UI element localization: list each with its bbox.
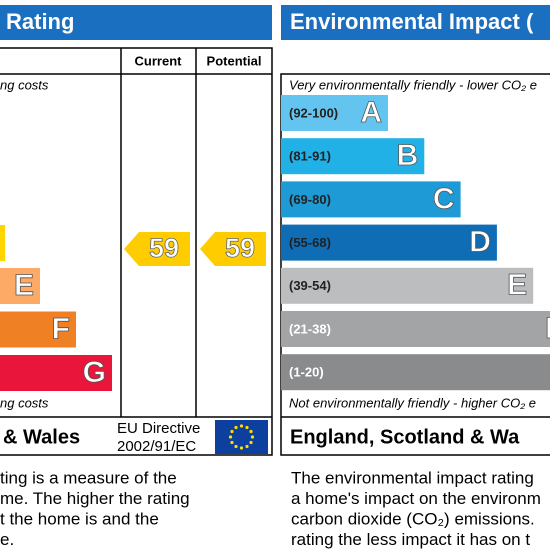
band-bar [0, 311, 76, 348]
band-bar [281, 181, 461, 218]
header-bar [281, 5, 550, 40]
band-letter: F [52, 312, 70, 345]
band-letter: E [507, 269, 527, 302]
table-frame [280, 73, 550, 456]
star [230, 440, 234, 445]
panel-title: Environmental Impact ( [290, 9, 534, 34]
star [239, 424, 244, 428]
description-line: e. [0, 530, 14, 549]
band-range: (69-80) [289, 192, 331, 207]
band-bar [281, 224, 497, 261]
panel-title: Rating [6, 9, 74, 34]
band-range: (39-54) [289, 278, 331, 293]
band-range: (81-91) [289, 149, 331, 164]
description-line: me. The higher the rating [0, 489, 190, 508]
description-line: t the home is and the [0, 509, 159, 528]
table-frame [0, 47, 273, 456]
country: & Wales [3, 426, 80, 448]
band-bar [281, 311, 550, 347]
current-rating: 59 [149, 233, 179, 263]
description-line: The environmental impact rating [291, 468, 534, 487]
star [245, 444, 249, 449]
band-letter: E [14, 269, 34, 302]
star [249, 440, 253, 445]
band-bar [281, 354, 550, 391]
star [234, 425, 238, 430]
band-range: (92-100) [289, 105, 338, 120]
band-bar [281, 267, 534, 304]
band-bar [281, 138, 425, 175]
description-line: a home's impact on the environm [291, 489, 541, 508]
potential-rating: 59 [225, 233, 255, 263]
column-header: Potential [207, 53, 262, 68]
band-letter: D [469, 226, 491, 259]
star [239, 446, 244, 450]
band-bar [0, 225, 5, 261]
band-letter: A [360, 96, 382, 129]
band-range: (21-38) [289, 321, 331, 336]
star [228, 435, 233, 439]
directive: EU Directive [117, 420, 200, 437]
description-line: ting is a measure of the [0, 468, 177, 487]
column-header: Current [135, 53, 183, 68]
country: England, Scotland & Wa [290, 426, 520, 448]
band-bar [0, 355, 112, 391]
directive: 2002/91/EC [117, 438, 196, 455]
band-bar [281, 95, 388, 131]
bottom-note: Not environmentally friendly - higher CO… [289, 395, 536, 410]
band-letter: F [545, 312, 550, 345]
band-letter: C [433, 182, 455, 215]
band-range: (1-20) [289, 365, 324, 380]
top-note: ng costs [0, 77, 49, 92]
description-line: rating the less impact it has on t [291, 530, 530, 549]
bottom-note: ng costs [0, 395, 49, 410]
band-range: (55-68) [289, 235, 331, 250]
star [234, 444, 238, 449]
band-letter: B [397, 139, 419, 172]
description-line: carbon dioxide (CO₂) emissions. [291, 509, 535, 528]
band-bar [0, 268, 40, 304]
star [245, 425, 249, 430]
current-arrow [124, 232, 190, 266]
band-letter: G [83, 356, 106, 389]
top-note: Very environmentally friendly - lower CO… [289, 77, 537, 92]
star [249, 429, 253, 434]
star [230, 429, 234, 434]
potential-arrow [200, 232, 266, 266]
star [250, 435, 255, 439]
eu-stars [228, 424, 255, 450]
header-bar [0, 5, 272, 40]
